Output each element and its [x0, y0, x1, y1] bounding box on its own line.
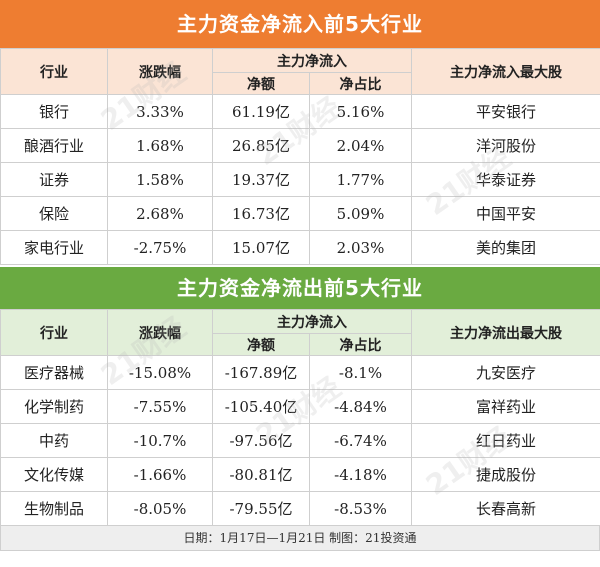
- cell-top-stock: 平安银行: [411, 94, 600, 129]
- cell-industry: 保险: [0, 196, 108, 231]
- cell-top-stock: 红日药业: [411, 423, 600, 458]
- cell-industry: 文化传媒: [0, 457, 108, 492]
- cell-top-stock: 洋河股份: [411, 128, 600, 163]
- cell-top-stock: 美的集团: [411, 230, 600, 265]
- cell-change: 2.68%: [107, 196, 213, 231]
- cell-net-amount: -167.89亿: [212, 355, 310, 390]
- cell-top-stock: 中国平安: [411, 196, 600, 231]
- header-change: 涨跌幅: [107, 309, 213, 356]
- cell-industry: 银行: [0, 94, 108, 129]
- cell-net-ratio: 5.16%: [309, 94, 412, 129]
- table-row: 银行 3.33% 61.19亿 5.16% 平安银行: [0, 94, 600, 129]
- cell-change: 1.58%: [107, 162, 213, 197]
- table-row: 家电行业 -2.75% 15.07亿 2.03% 美的集团: [0, 230, 600, 265]
- table-row: 证券 1.58% 19.37亿 1.77% 华泰证券: [0, 162, 600, 197]
- table-row: 文化传媒 -1.66% -80.81亿 -4.18% 捷成股份: [0, 457, 600, 492]
- cell-top-stock: 九安医疗: [411, 355, 600, 390]
- cell-change: -2.75%: [107, 230, 213, 265]
- cell-net-amount: -80.81亿: [212, 457, 310, 492]
- inflow-table: 行业 涨跌幅 主力净流入 主力净流入最大股 净额 净占比 银行 3.33% 61…: [0, 48, 600, 265]
- cell-industry: 化学制药: [0, 389, 108, 424]
- cell-net-amount: 19.37亿: [212, 162, 310, 197]
- header-top-stock: 主力净流入最大股: [411, 48, 600, 95]
- cell-net-amount: -79.55亿: [212, 491, 310, 526]
- cell-net-amount: -105.40亿: [212, 389, 310, 424]
- header-industry: 行业: [0, 48, 108, 95]
- cell-industry: 中药: [0, 423, 108, 458]
- table-row: 医疗器械 -15.08% -167.89亿 -8.1% 九安医疗: [0, 355, 600, 390]
- cell-net-ratio: -6.74%: [309, 423, 412, 458]
- cell-net-ratio: 1.77%: [309, 162, 412, 197]
- cell-net-amount: -97.56亿: [212, 423, 310, 458]
- cell-top-stock: 长春高新: [411, 491, 600, 526]
- header-net-amount: 净额: [212, 333, 310, 356]
- cell-net-amount: 61.19亿: [212, 94, 310, 129]
- cell-net-ratio: -8.53%: [309, 491, 412, 526]
- header-main-flow: 主力净流入: [212, 48, 412, 73]
- cell-net-ratio: 2.04%: [309, 128, 412, 163]
- cell-change: -10.7%: [107, 423, 213, 458]
- cell-net-amount: 15.07亿: [212, 230, 310, 265]
- cell-industry: 家电行业: [0, 230, 108, 265]
- cell-industry: 证券: [0, 162, 108, 197]
- header-net-amount: 净额: [212, 72, 310, 95]
- cell-change: 1.68%: [107, 128, 213, 163]
- cell-top-stock: 富祥药业: [411, 389, 600, 424]
- cell-net-amount: 16.73亿: [212, 196, 310, 231]
- cell-change: -1.66%: [107, 457, 213, 492]
- header-net-ratio: 净占比: [309, 72, 412, 95]
- header-main-flow: 主力净流入: [212, 309, 412, 334]
- cell-industry: 酿酒行业: [0, 128, 108, 163]
- cell-top-stock: 华泰证券: [411, 162, 600, 197]
- header-industry: 行业: [0, 309, 108, 356]
- cell-net-ratio: -4.18%: [309, 457, 412, 492]
- cell-industry: 生物制品: [0, 491, 108, 526]
- cell-net-ratio: 5.09%: [309, 196, 412, 231]
- footer-note: 日期：1月17日—1月21日 制图：21投资通: [0, 526, 600, 551]
- header-change: 涨跌幅: [107, 48, 213, 95]
- header-net-ratio: 净占比: [309, 333, 412, 356]
- table-row: 酿酒行业 1.68% 26.85亿 2.04% 洋河股份: [0, 128, 600, 163]
- inflow-title: 主力资金净流入前5大行业: [0, 0, 600, 48]
- outflow-table: 行业 涨跌幅 主力净流入 主力净流出最大股 净额 净占比 医疗器械 -15.08…: [0, 309, 600, 526]
- cell-net-ratio: -8.1%: [309, 355, 412, 390]
- cell-change: -7.55%: [107, 389, 213, 424]
- table-row: 保险 2.68% 16.73亿 5.09% 中国平安: [0, 196, 600, 231]
- table-row: 化学制药 -7.55% -105.40亿 -4.84% 富祥药业: [0, 389, 600, 424]
- cell-change: 3.33%: [107, 94, 213, 129]
- cell-change: -8.05%: [107, 491, 213, 526]
- cell-top-stock: 捷成股份: [411, 457, 600, 492]
- cell-net-ratio: -4.84%: [309, 389, 412, 424]
- outflow-title: 主力资金净流出前5大行业: [0, 267, 600, 309]
- cell-change: -15.08%: [107, 355, 213, 390]
- header-top-stock: 主力净流出最大股: [411, 309, 600, 356]
- table-row: 生物制品 -8.05% -79.55亿 -8.53% 长春高新: [0, 491, 600, 526]
- cell-net-ratio: 2.03%: [309, 230, 412, 265]
- cell-industry: 医疗器械: [0, 355, 108, 390]
- table-row: 中药 -10.7% -97.56亿 -6.74% 红日药业: [0, 423, 600, 458]
- cell-net-amount: 26.85亿: [212, 128, 310, 163]
